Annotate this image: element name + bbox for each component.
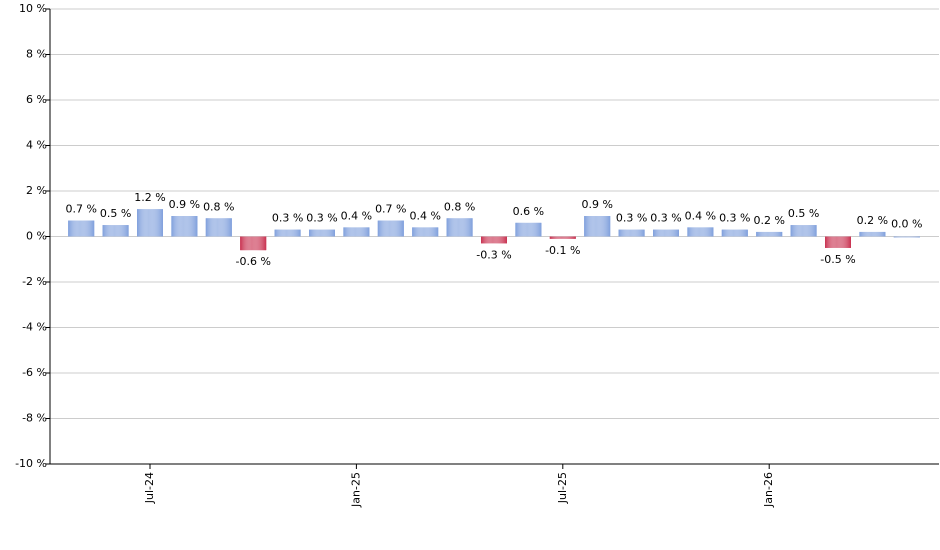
bar-shade xyxy=(481,236,507,244)
bar-shade xyxy=(756,231,783,237)
value-label: 0.5 % xyxy=(788,207,819,220)
bar-shade xyxy=(584,216,611,237)
value-label: -0.3 % xyxy=(476,248,511,261)
value-label: 0.4 % xyxy=(685,209,716,222)
value-label: 0.5 % xyxy=(100,207,131,220)
y-tick-label: 10 % xyxy=(19,2,47,15)
x-tick-label: Jan-25 xyxy=(349,472,362,508)
y-tick-label: 8 % xyxy=(26,48,47,61)
bar-shade xyxy=(653,229,679,237)
bar-shade xyxy=(790,225,817,237)
bar-shade xyxy=(687,227,714,237)
y-tick-label: -4 % xyxy=(22,321,47,334)
value-label: -0.6 % xyxy=(235,255,270,268)
bar-shade xyxy=(446,218,473,237)
value-label: 0.3 % xyxy=(719,212,750,225)
bar-shade xyxy=(137,209,163,237)
x-tick-label: Jan-26 xyxy=(762,472,775,508)
bar-shade xyxy=(240,236,267,251)
y-tick-label: -6 % xyxy=(22,366,47,379)
value-label: 0.3 % xyxy=(306,212,337,225)
value-label: -0.1 % xyxy=(545,244,580,257)
bar-shade xyxy=(859,231,886,237)
value-label: 0.3 % xyxy=(272,212,303,225)
y-tick-label: 6 % xyxy=(26,93,47,106)
value-label: 0.8 % xyxy=(444,200,475,213)
bar-shade xyxy=(618,229,645,237)
x-tick-label: Jul-24 xyxy=(143,472,156,504)
value-label: 0.4 % xyxy=(409,209,440,222)
value-label: 0.9 % xyxy=(581,198,612,211)
value-label: 0.4 % xyxy=(341,209,372,222)
y-tick-label: -10 % xyxy=(15,457,47,470)
bar-shade xyxy=(893,236,920,238)
y-tick-label: 0 % xyxy=(26,230,47,243)
value-label: 0.9 % xyxy=(169,198,200,211)
bar-shade xyxy=(825,236,851,248)
value-label: 0.3 % xyxy=(650,212,681,225)
bar-shade xyxy=(721,229,748,237)
value-label: 0.7 % xyxy=(375,203,406,216)
bar-shade xyxy=(171,216,198,237)
bar-shade xyxy=(343,227,370,237)
y-tick-label: 2 % xyxy=(26,184,47,197)
bar-shade xyxy=(549,236,576,239)
value-label: 0.6 % xyxy=(513,205,544,218)
y-tick-label: 4 % xyxy=(26,139,47,152)
value-label: 0.3 % xyxy=(616,212,647,225)
x-tick-label: Jul-25 xyxy=(556,472,569,504)
y-tick-label: -8 % xyxy=(22,412,47,425)
value-label: 0.2 % xyxy=(753,214,784,227)
y-tick-label: -2 % xyxy=(22,275,47,288)
value-label: 1.2 % xyxy=(134,191,165,204)
bar-shade xyxy=(309,229,335,237)
value-label: 0.8 % xyxy=(203,200,234,213)
value-label: -0.5 % xyxy=(820,253,855,266)
value-label: 0.0 % xyxy=(891,218,922,231)
bar-shade xyxy=(205,218,232,237)
bar-shade xyxy=(102,225,129,237)
value-label: 0.7 % xyxy=(65,203,96,216)
bar-shade xyxy=(377,220,404,237)
bar-shade xyxy=(515,222,542,237)
value-label: 0.2 % xyxy=(857,214,888,227)
bar-shade xyxy=(68,220,95,237)
bar-shade xyxy=(412,227,439,237)
bar-shade xyxy=(274,229,301,237)
